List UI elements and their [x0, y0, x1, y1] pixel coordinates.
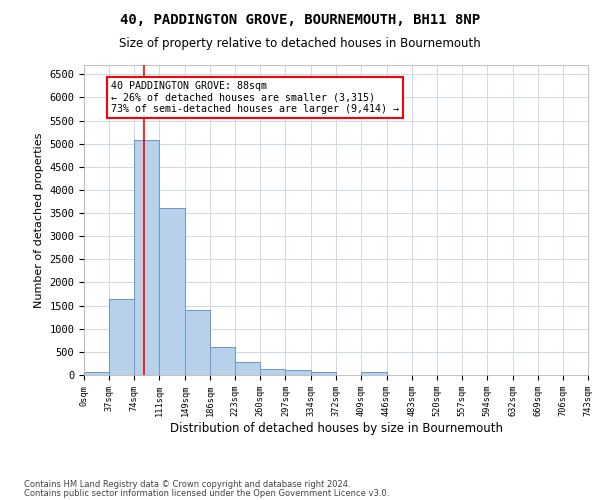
Bar — [260, 369, 286, 375]
Bar — [235, 362, 260, 375]
Bar — [286, 370, 311, 375]
Bar — [311, 372, 337, 375]
Text: Contains HM Land Registry data © Crown copyright and database right 2024.: Contains HM Land Registry data © Crown c… — [24, 480, 350, 489]
Text: 40 PADDINGTON GROVE: 88sqm
← 26% of detached houses are smaller (3,315)
73% of s: 40 PADDINGTON GROVE: 88sqm ← 26% of deta… — [111, 81, 399, 114]
Bar — [361, 372, 386, 375]
Text: Contains public sector information licensed under the Open Government Licence v3: Contains public sector information licen… — [24, 488, 389, 498]
Text: 40, PADDINGTON GROVE, BOURNEMOUTH, BH11 8NP: 40, PADDINGTON GROVE, BOURNEMOUTH, BH11 … — [120, 12, 480, 26]
Bar — [210, 347, 235, 375]
Bar — [134, 140, 159, 375]
Bar — [109, 299, 134, 375]
X-axis label: Distribution of detached houses by size in Bournemouth: Distribution of detached houses by size … — [170, 422, 503, 435]
Bar — [185, 310, 210, 375]
Text: Size of property relative to detached houses in Bournemouth: Size of property relative to detached ho… — [119, 38, 481, 51]
Bar — [84, 372, 109, 375]
Bar — [159, 208, 185, 375]
Y-axis label: Number of detached properties: Number of detached properties — [34, 132, 44, 308]
